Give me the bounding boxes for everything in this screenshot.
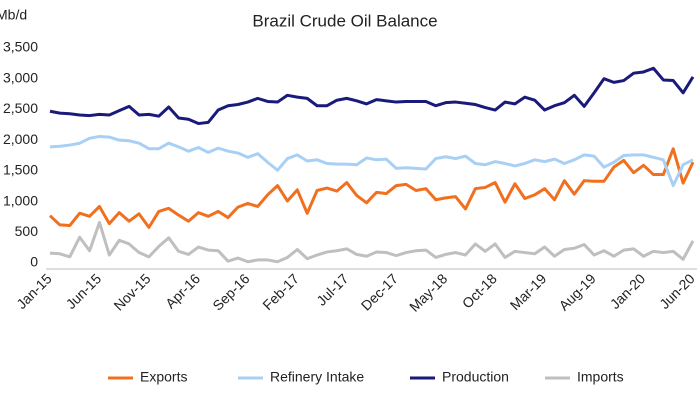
legend-label: Production (442, 369, 509, 385)
x-tick-label: Oct-18 (459, 270, 500, 311)
y-tick-label: 1,000 (3, 192, 38, 208)
legend-label: Imports (577, 369, 624, 385)
x-tick-label: Aug-19 (556, 270, 599, 313)
series-line (48, 147, 695, 229)
y-tick-label: 3,000 (3, 69, 38, 85)
series-line (49, 134, 694, 188)
x-tick-label: Nov-15 (110, 270, 153, 313)
series-line (49, 66, 695, 126)
legend-label: Refinery Intake (270, 369, 364, 385)
x-tick-label: Sep-16 (209, 270, 252, 313)
x-tick-label: Apr-16 (162, 270, 203, 311)
x-tick-label: Jul-17 (313, 270, 351, 308)
y-tick-label: 500 (15, 223, 39, 239)
y-tick-label: 0 (30, 254, 38, 270)
series-line (49, 220, 695, 264)
x-tick-label: Jun-20 (656, 270, 698, 312)
x-tick-label: Mar-19 (507, 270, 550, 313)
x-tick-label: May-18 (406, 270, 450, 314)
y-tick-label: 2,500 (3, 100, 38, 116)
y-axis-label: Mb/d (0, 7, 27, 23)
x-tick-label: Dec-17 (358, 270, 401, 313)
x-tick-label: Jun-15 (63, 270, 105, 312)
legend-label: Exports (140, 369, 187, 385)
y-tick-label: 3,500 (3, 39, 38, 55)
x-tick-label: Feb-17 (259, 270, 302, 313)
x-tick-label: Jan-15 (13, 270, 55, 312)
x-tick-label: Jan-20 (607, 270, 649, 312)
y-tick-label: 2,000 (3, 131, 38, 147)
y-tick-label: 1,500 (3, 162, 38, 178)
chart-title: Brazil Crude Oil Balance (252, 11, 437, 30)
